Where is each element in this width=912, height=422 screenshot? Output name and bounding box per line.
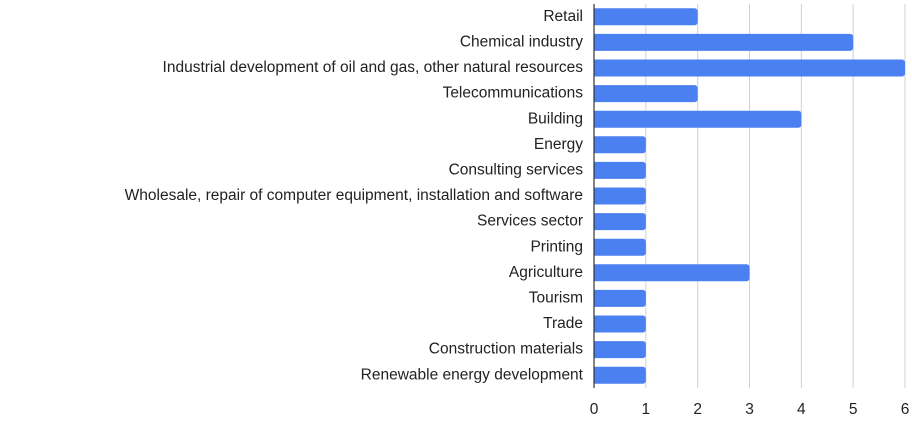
x-tick-label: 3 [745, 401, 754, 418]
y-tick-label: Industrial development of oil and gas, o… [163, 59, 584, 76]
y-tick-label: Renewable energy development [361, 366, 584, 383]
bar [594, 187, 646, 205]
bar [594, 136, 646, 154]
x-tick-label: 5 [849, 401, 858, 418]
y-tick-label: Building [528, 110, 583, 127]
y-tick-label: Tourism [529, 289, 583, 306]
y-tick-label: Telecommunications [443, 85, 584, 102]
y-tick-label: Retail [543, 8, 583, 25]
bar [594, 110, 802, 128]
x-tick-label: 4 [797, 401, 806, 418]
bar [594, 8, 698, 26]
y-tick-label: Energy [534, 136, 583, 153]
bar [594, 289, 646, 307]
bar [594, 85, 698, 103]
bar [594, 264, 750, 282]
bar [594, 161, 646, 179]
y-tick-label: Trade [543, 315, 583, 332]
y-tick-label: Printing [530, 238, 583, 255]
x-tick-label: 0 [590, 401, 599, 418]
bar [594, 33, 854, 51]
bar [594, 315, 646, 333]
y-tick-label: Services sector [477, 213, 583, 230]
x-tick-label: 6 [901, 401, 910, 418]
y-tick-label: Agriculture [509, 264, 583, 281]
y-tick-label: Construction materials [429, 341, 583, 358]
y-tick-label: Consulting services [449, 161, 584, 178]
x-tick-label: 2 [693, 401, 702, 418]
bar [594, 59, 905, 77]
bar [594, 213, 646, 231]
y-tick-label: Wholesale, repair of computer equipment,… [125, 187, 583, 204]
bar [594, 238, 646, 256]
x-tick-label: 1 [642, 401, 651, 418]
bar [594, 341, 646, 359]
bar [594, 366, 646, 384]
y-tick-label: Chemical industry [460, 33, 583, 50]
